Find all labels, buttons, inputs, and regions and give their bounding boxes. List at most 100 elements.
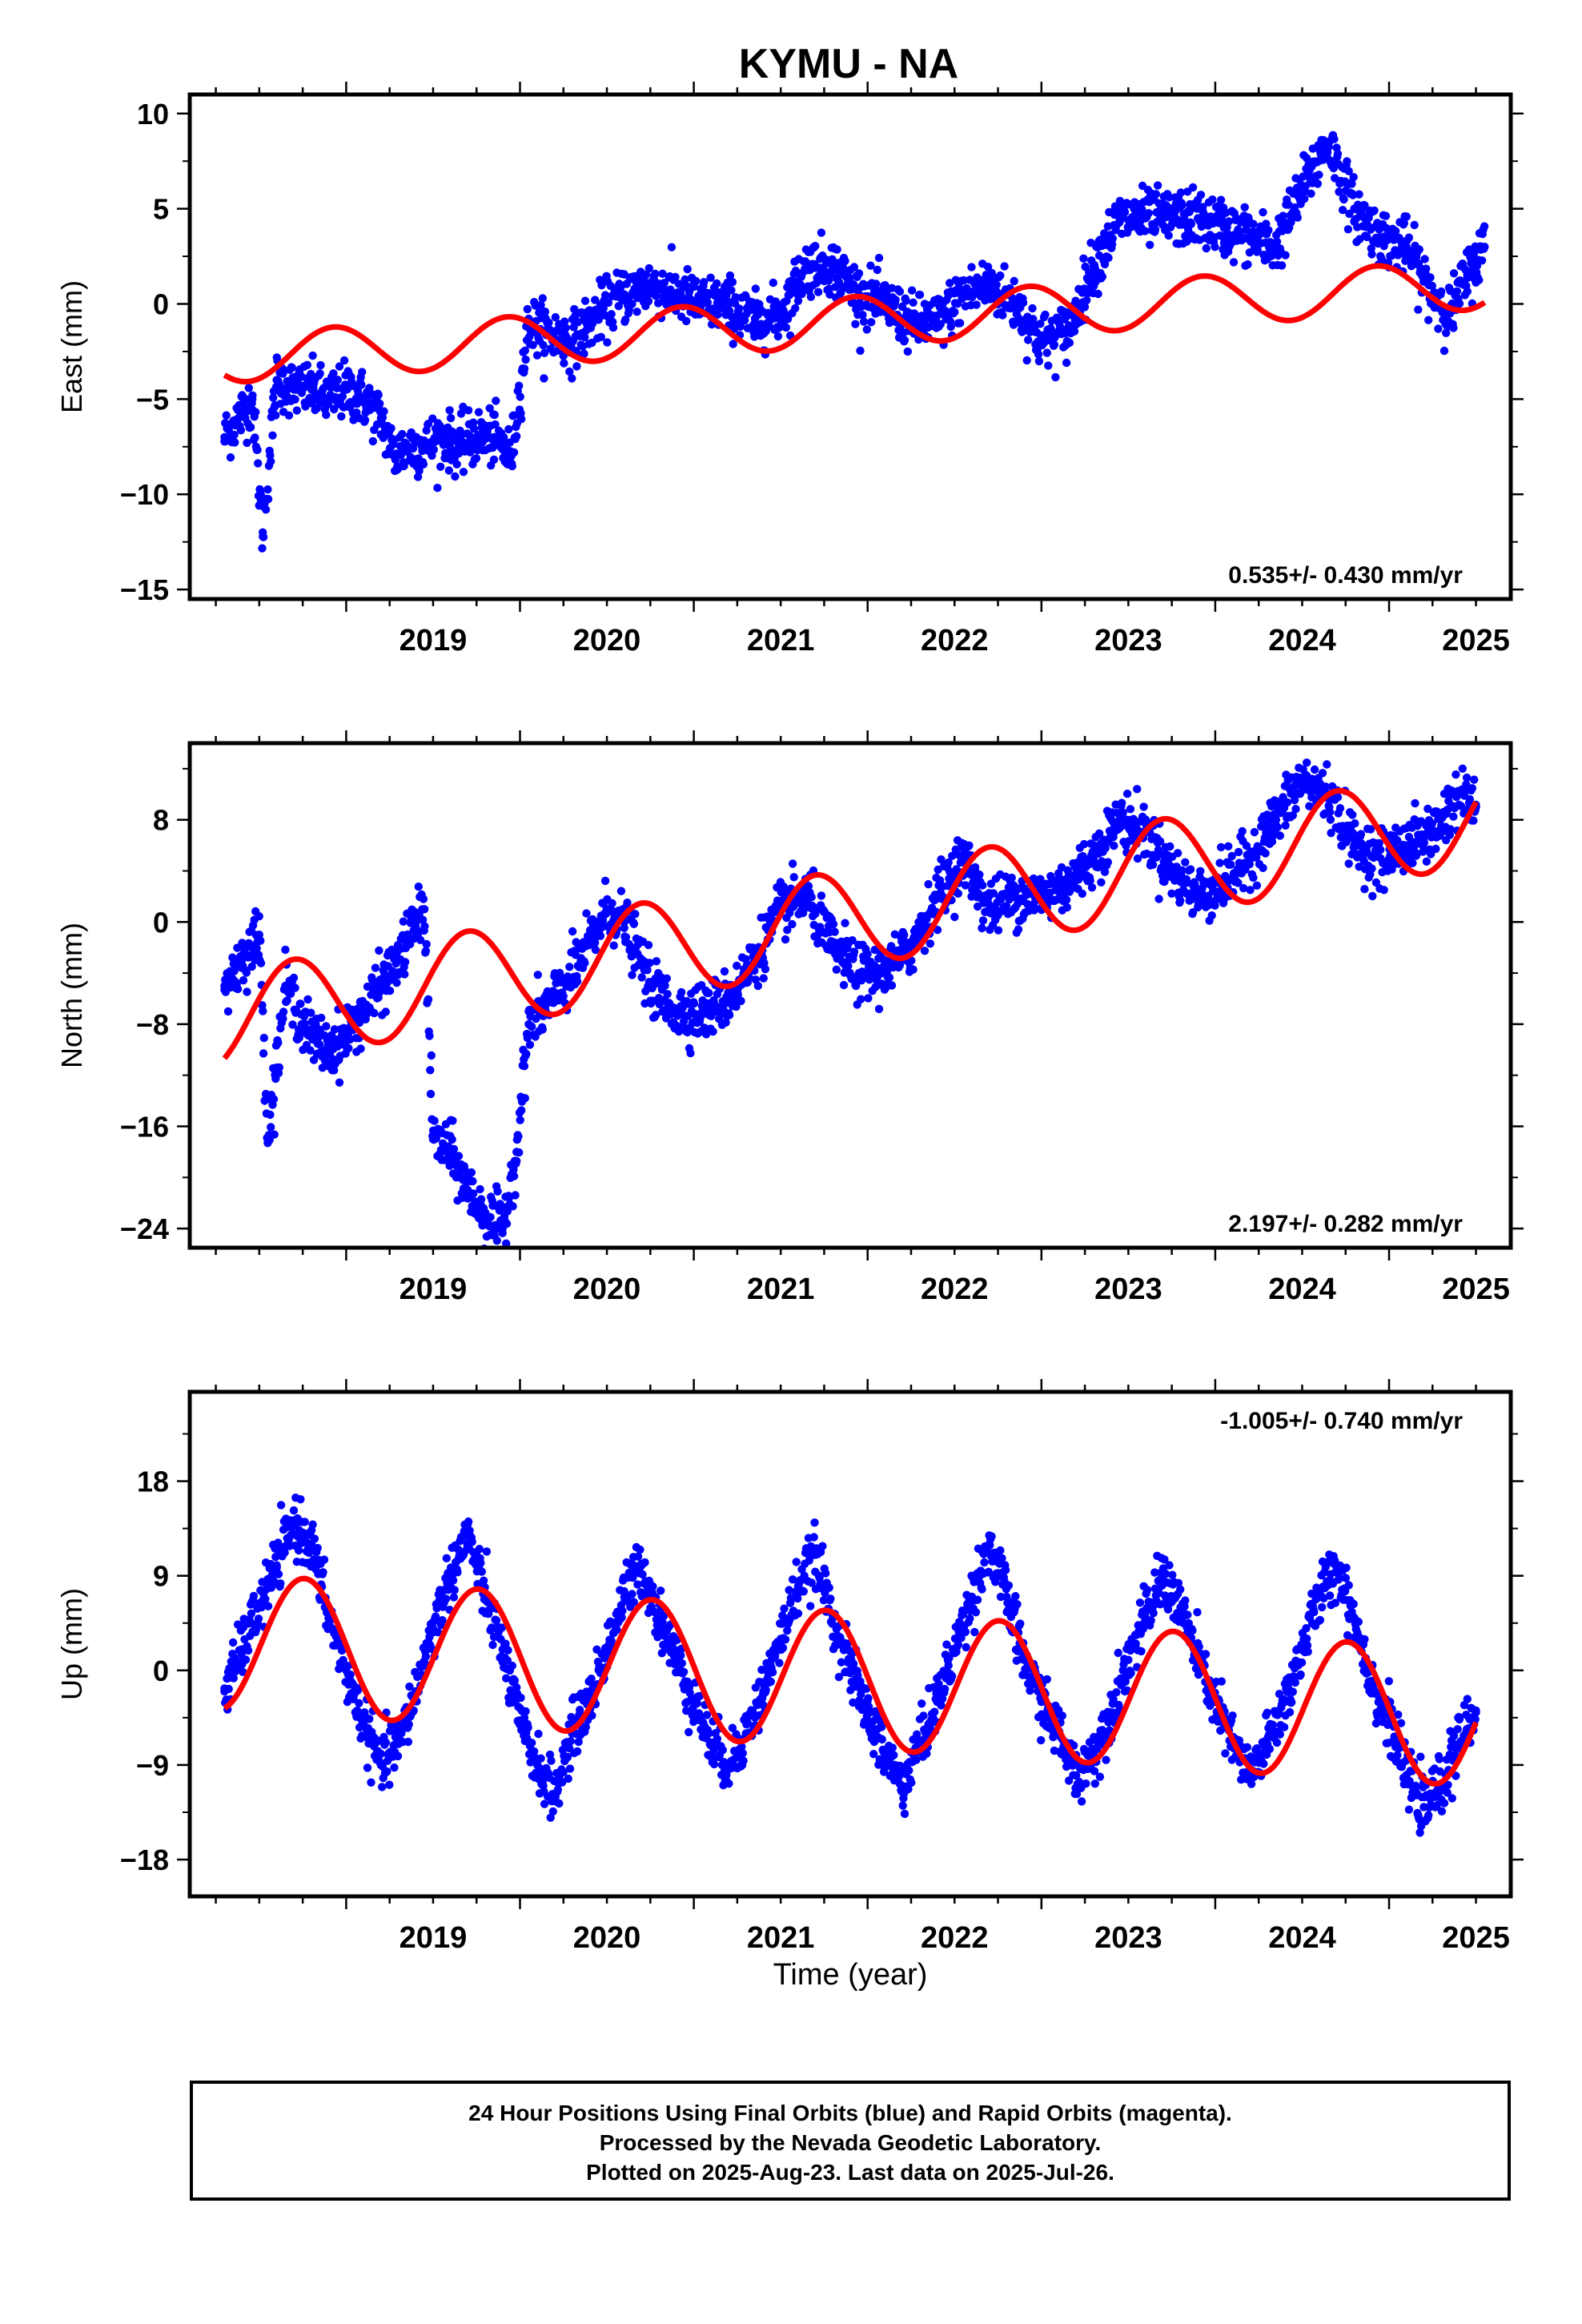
data-point [512, 1148, 521, 1156]
data-point [419, 895, 428, 903]
data-point [474, 408, 484, 416]
data-point [297, 1538, 306, 1548]
data-point [751, 284, 760, 293]
data-point [550, 994, 560, 1003]
data-point [958, 854, 968, 862]
data-point [1411, 798, 1419, 808]
data-point [477, 1567, 486, 1576]
data-point [873, 265, 882, 275]
data-point [333, 376, 342, 384]
data-point [881, 968, 889, 978]
data-point [449, 1593, 459, 1602]
data-point [1300, 195, 1309, 203]
data-point [259, 1007, 267, 1015]
data-point [829, 261, 837, 271]
data-point [1108, 234, 1118, 243]
data-point [1250, 827, 1259, 837]
data-point [1391, 227, 1400, 235]
data-point [300, 1518, 309, 1526]
data-point [785, 908, 794, 918]
data-point [733, 961, 741, 971]
data-point [1427, 850, 1435, 858]
data-point [322, 1022, 331, 1031]
data-point [244, 384, 253, 392]
data-point [482, 1547, 492, 1556]
data-point [1240, 203, 1249, 211]
data-point [750, 319, 759, 328]
data-point [1202, 243, 1211, 253]
data-point [296, 999, 305, 1008]
x-tick-label: 2023 [1094, 1273, 1162, 1306]
data-point [663, 990, 672, 999]
data-point [1010, 276, 1018, 286]
data-point [1449, 324, 1458, 332]
data-point [448, 1116, 457, 1125]
data-point [385, 1780, 394, 1789]
data-point [609, 941, 618, 950]
data-point [1458, 764, 1468, 773]
data-point [934, 865, 942, 875]
data-point [538, 1025, 547, 1034]
data-point [721, 1018, 730, 1027]
data-point [1303, 758, 1311, 767]
data-point [1422, 264, 1431, 273]
data-point [1112, 808, 1122, 818]
data-point [520, 1094, 529, 1103]
data-point [390, 1763, 399, 1772]
data-point [1310, 765, 1319, 774]
data-point [385, 987, 395, 995]
data-point [515, 381, 524, 390]
data-point [1239, 883, 1248, 893]
data-point [672, 1007, 681, 1016]
data-point [959, 275, 968, 285]
data-point [621, 316, 630, 324]
data-point [602, 905, 612, 914]
data-point [261, 505, 271, 514]
data-point [1402, 243, 1411, 251]
data-point [419, 460, 428, 468]
data-point [1126, 805, 1135, 814]
plot-frame [187, 741, 1513, 1250]
data-point [1207, 911, 1216, 920]
data-point [654, 299, 663, 308]
data-point [643, 966, 652, 975]
data-point [616, 887, 626, 895]
data-point [230, 430, 239, 440]
data-point [1110, 841, 1118, 850]
data-point [887, 981, 897, 990]
data-point [1219, 223, 1229, 232]
data-point [1463, 271, 1472, 279]
data-point [903, 347, 913, 356]
data-point [885, 318, 894, 328]
data-points [220, 1494, 1480, 1837]
data-point [652, 957, 661, 966]
data-point [420, 442, 429, 451]
data-point [356, 1044, 365, 1053]
data-point [854, 968, 864, 978]
data-point [720, 967, 729, 976]
data-point [403, 442, 412, 451]
data-point [1133, 854, 1142, 863]
x-tick-label: 2025 [1442, 624, 1510, 657]
data-point [909, 298, 917, 307]
data-point [1234, 879, 1243, 887]
data-point [713, 279, 721, 288]
data-point [559, 991, 568, 1001]
data-point [724, 300, 733, 308]
data-point [596, 931, 605, 940]
data-point [1452, 770, 1460, 779]
data-point [1227, 851, 1237, 861]
data-point [1082, 296, 1091, 305]
data-point [1183, 879, 1192, 887]
data-point [509, 1172, 519, 1180]
data-point [1298, 777, 1307, 786]
data-point [270, 1130, 279, 1139]
data-point [1215, 858, 1224, 867]
data-point [508, 461, 516, 471]
data-point [236, 426, 246, 435]
data-point [446, 1148, 455, 1156]
data-point [1442, 328, 1451, 337]
data-point [845, 274, 854, 283]
data-point [773, 332, 783, 341]
data-point [802, 261, 811, 271]
